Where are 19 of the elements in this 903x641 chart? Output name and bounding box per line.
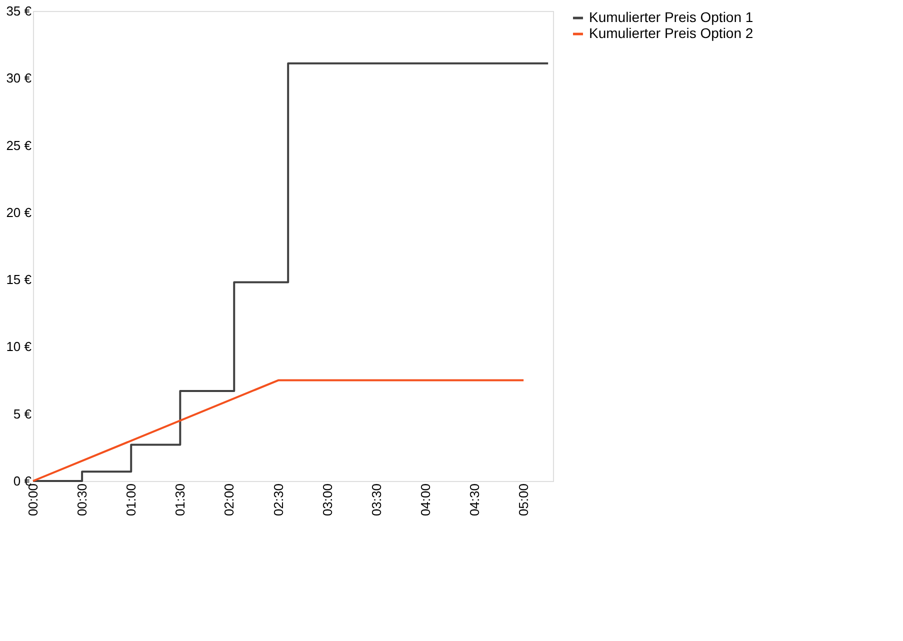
x-tick-label: 03:00	[320, 484, 335, 516]
y-tick-label: 20 €	[6, 204, 32, 220]
x-tick-label: 01:00	[124, 484, 139, 516]
x-tick-label: 04:30	[467, 484, 482, 516]
y-tick-label: 5 €	[13, 406, 32, 422]
x-tick-label: 02:30	[270, 484, 286, 516]
x-tick-label: 00:30	[74, 484, 90, 516]
x-tick-label: 03:30	[368, 484, 384, 516]
legend-label: Kumulierter Preis Option 2	[589, 25, 754, 41]
y-tick-label: 15 €	[6, 272, 32, 288]
x-tick-label: 02:00	[222, 484, 237, 516]
y-tick-label: 25 €	[6, 138, 32, 153]
legend-label: Kumulierter Preis Option 1	[589, 9, 754, 25]
y-tick-label: 10 €	[6, 339, 32, 354]
x-tick-label: 04:00	[418, 484, 433, 516]
y-tick-label: 35 €	[6, 4, 32, 18]
y-tick-label: 30 €	[6, 70, 32, 86]
x-tick-label: 05:00	[516, 484, 532, 516]
x-tick-label: 01:30	[172, 484, 188, 516]
